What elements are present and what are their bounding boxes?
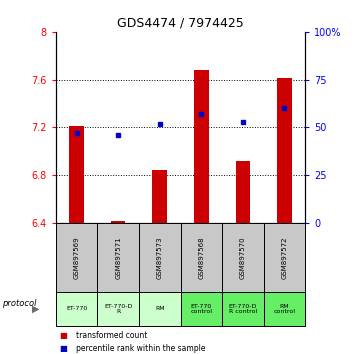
Text: ET-770: ET-770 — [66, 306, 87, 312]
Text: percentile rank within the sample: percentile rank within the sample — [76, 344, 205, 353]
Text: RM: RM — [155, 306, 165, 312]
Text: ■: ■ — [60, 344, 68, 353]
Bar — [235, 161, 250, 223]
Text: GSM897572: GSM897572 — [281, 236, 287, 279]
Text: GSM897568: GSM897568 — [198, 236, 204, 279]
Text: ET-770-D
R control: ET-770-D R control — [229, 304, 257, 314]
Text: protocol: protocol — [2, 299, 36, 308]
Text: ▶: ▶ — [32, 304, 40, 314]
Bar — [277, 79, 292, 223]
Text: GSM897573: GSM897573 — [157, 236, 163, 279]
Text: RM
control: RM control — [273, 304, 295, 314]
Text: transformed count: transformed count — [76, 331, 147, 340]
Bar — [194, 70, 209, 223]
Text: ■: ■ — [60, 331, 68, 340]
Text: ET-770-D
R: ET-770-D R — [104, 304, 132, 314]
Text: ET-770
control: ET-770 control — [190, 304, 212, 314]
Title: GDS4474 / 7974425: GDS4474 / 7974425 — [117, 16, 244, 29]
Text: GSM897571: GSM897571 — [115, 236, 121, 279]
Bar — [111, 221, 126, 223]
Bar — [152, 170, 167, 223]
Text: GSM897569: GSM897569 — [74, 236, 80, 279]
Bar — [69, 126, 84, 223]
Text: GSM897570: GSM897570 — [240, 236, 246, 279]
